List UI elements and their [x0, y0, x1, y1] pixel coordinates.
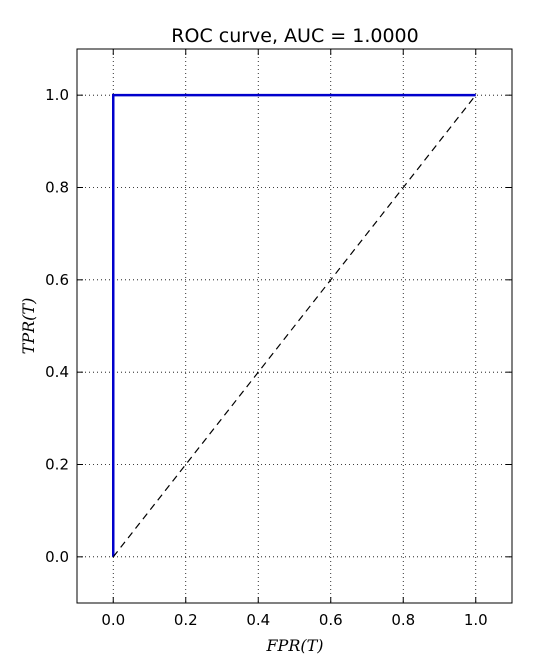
y-tick-label: 0.0: [45, 548, 69, 566]
y-tick-label: 0.4: [45, 363, 69, 381]
y-tick-label: 0.6: [45, 271, 69, 289]
x-tick-label: 0.0: [101, 611, 125, 629]
series-layer: [113, 95, 476, 557]
x-tick-label: 0.2: [174, 611, 198, 629]
x-tick-label: 1.0: [464, 611, 488, 629]
y-tick-label: 0.2: [45, 456, 69, 474]
x-tick-label: 0.6: [319, 611, 343, 629]
y-axis-label: TPR(T): [19, 298, 38, 355]
x-tick-label: 0.4: [246, 611, 270, 629]
y-tick-label: 1.0: [45, 86, 69, 104]
chart-title: ROC curve, AUC = 1.0000: [171, 25, 418, 47]
x-axis-label: FPR(T): [265, 636, 323, 655]
y-tick-label: 0.8: [45, 179, 69, 197]
random-classifier-diagonal-line: [113, 95, 476, 557]
ticks-layer: 0.0 0.2 0.4 0.6 0.8 1.0 0.0 0.2 0.4 0.6 0.8 1.0: [45, 49, 512, 629]
x-tick-label: 0.8: [391, 611, 415, 629]
